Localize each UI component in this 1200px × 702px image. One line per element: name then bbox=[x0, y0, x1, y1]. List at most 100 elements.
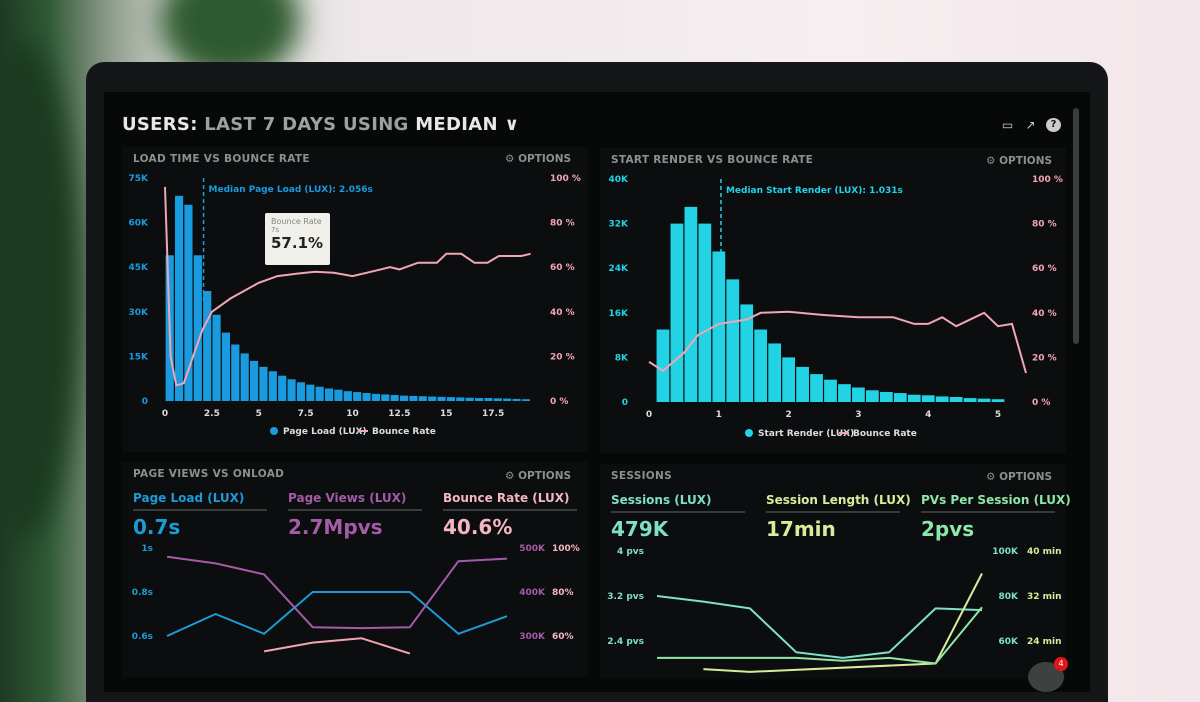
kpi-label: PVs Per Session (LUX) bbox=[921, 493, 1071, 507]
series-line bbox=[263, 637, 411, 655]
bar bbox=[782, 357, 795, 402]
bar bbox=[977, 398, 991, 402]
y2-tick: 100 % bbox=[1032, 175, 1063, 185]
y-tick: 16K bbox=[609, 309, 630, 319]
options-button[interactable]: ⚙ OPTIONS bbox=[505, 153, 572, 165]
legend-label: Bounce Rate bbox=[372, 427, 436, 437]
series-line bbox=[703, 573, 983, 673]
median-label: Median Start Render (LUX): 1.031s bbox=[726, 186, 903, 196]
charts-layer: Median Page Load (LUX): 2.056s 0 15K 30K 45K… bbox=[129, 174, 1071, 673]
tooltip-sub: 7s bbox=[271, 226, 280, 234]
kpi-label: Bounce Rate (LUX) bbox=[443, 491, 569, 505]
kpi-value: 17min bbox=[766, 517, 836, 541]
y3-tick: 80% bbox=[552, 588, 574, 598]
bar bbox=[268, 371, 277, 401]
bar bbox=[935, 396, 949, 402]
tooltip-title: Bounce Rate bbox=[271, 217, 322, 226]
y-tick: 24K bbox=[609, 264, 630, 274]
bar bbox=[203, 290, 212, 401]
bar bbox=[184, 204, 193, 401]
kpi-label: Session Length (LUX) bbox=[766, 493, 911, 507]
chevron-down-icon[interactable]: ∨ bbox=[504, 114, 520, 135]
y2-tick: 80 % bbox=[1032, 220, 1057, 230]
bar bbox=[963, 398, 977, 402]
bar bbox=[174, 195, 184, 401]
bar bbox=[838, 384, 851, 402]
options-button[interactable]: ⚙ OPTIONS bbox=[986, 155, 1053, 167]
panel-page-views bbox=[122, 462, 588, 677]
bar bbox=[907, 394, 921, 402]
gear-icon: ⚙ bbox=[505, 153, 515, 165]
bar bbox=[362, 392, 371, 401]
kpi-value: 2pvs bbox=[921, 517, 974, 541]
bar bbox=[740, 304, 754, 402]
y-tick: 0 bbox=[622, 398, 628, 408]
bar bbox=[991, 399, 1005, 402]
bar bbox=[768, 343, 782, 402]
bar bbox=[259, 366, 268, 401]
share-icon[interactable]: ↗ bbox=[1025, 118, 1036, 132]
gear-icon: ⚙ bbox=[986, 471, 996, 483]
bar bbox=[754, 329, 768, 402]
bar bbox=[315, 386, 324, 401]
y-tick: 2.4 pvs bbox=[607, 637, 644, 647]
bar bbox=[670, 223, 684, 402]
bar bbox=[231, 344, 240, 401]
series-line bbox=[166, 591, 508, 637]
bar bbox=[353, 392, 362, 401]
legend-dot bbox=[745, 429, 753, 437]
x-tick: 12.5 bbox=[388, 409, 410, 419]
bar bbox=[249, 360, 259, 401]
gear-icon: ⚙ bbox=[986, 155, 996, 167]
x-tick: 2.5 bbox=[204, 409, 220, 419]
bar bbox=[278, 375, 287, 401]
x-tick: 3 bbox=[855, 410, 861, 420]
monitor-icon[interactable]: ▭ bbox=[1001, 118, 1014, 132]
x-tick: 7.5 bbox=[298, 409, 314, 419]
x-tick: 10 bbox=[346, 409, 359, 419]
bar bbox=[371, 393, 381, 401]
bar bbox=[921, 395, 935, 402]
bar bbox=[893, 393, 907, 402]
bar bbox=[324, 388, 334, 401]
y2-tick: 0 % bbox=[1032, 398, 1050, 408]
panel-title: SESSIONS bbox=[611, 470, 672, 482]
y3-tick: 60% bbox=[552, 632, 574, 642]
x-tick: 2 bbox=[785, 410, 791, 420]
tooltip-value: 57.1% bbox=[271, 234, 324, 252]
kpi-value: 479K bbox=[611, 517, 670, 541]
help-icon[interactable]: ? bbox=[1046, 118, 1061, 132]
bar bbox=[381, 394, 390, 401]
panel-sessions bbox=[600, 464, 1066, 679]
bar bbox=[879, 391, 893, 402]
panel-title: PAGE VIEWS VS ONLOAD bbox=[133, 468, 285, 480]
bar bbox=[343, 391, 352, 401]
y-tick: 4 pvs bbox=[617, 547, 644, 557]
y-tick: 0 bbox=[142, 397, 148, 407]
y-tick: 15K bbox=[129, 352, 150, 362]
y-tick: 3.2 pvs bbox=[607, 592, 644, 602]
bar bbox=[512, 398, 521, 401]
bar bbox=[465, 397, 474, 401]
gear-icon: ⚙ bbox=[505, 470, 515, 482]
bar bbox=[684, 206, 698, 402]
bounce-rate-line bbox=[164, 186, 531, 387]
y-tick: 32K bbox=[609, 220, 630, 230]
series-line bbox=[166, 555, 508, 630]
kpi-label: Page Views (LUX) bbox=[288, 491, 406, 505]
options-button[interactable]: ⚙ OPTIONS bbox=[986, 471, 1053, 483]
page-title[interactable]: USERS: LAST 7 DAYS USING MEDIAN ∨ bbox=[122, 114, 519, 135]
options-button[interactable]: ⚙ OPTIONS bbox=[505, 470, 572, 482]
tooltip: Bounce Rate 7s 57.1% bbox=[265, 213, 330, 265]
bar bbox=[437, 396, 446, 401]
bar bbox=[409, 395, 418, 401]
bounce-rate-line bbox=[648, 310, 1027, 374]
bar bbox=[796, 366, 809, 402]
y2-tick: 400K bbox=[519, 588, 546, 598]
scrollbar[interactable] bbox=[1073, 108, 1079, 344]
kpi-label: Sessions (LUX) bbox=[611, 493, 711, 507]
bar bbox=[399, 395, 409, 401]
kpi-value: 0.7s bbox=[133, 515, 180, 539]
y2-tick: 60K bbox=[999, 637, 1020, 647]
legend-label: Bounce Rate bbox=[853, 429, 917, 439]
